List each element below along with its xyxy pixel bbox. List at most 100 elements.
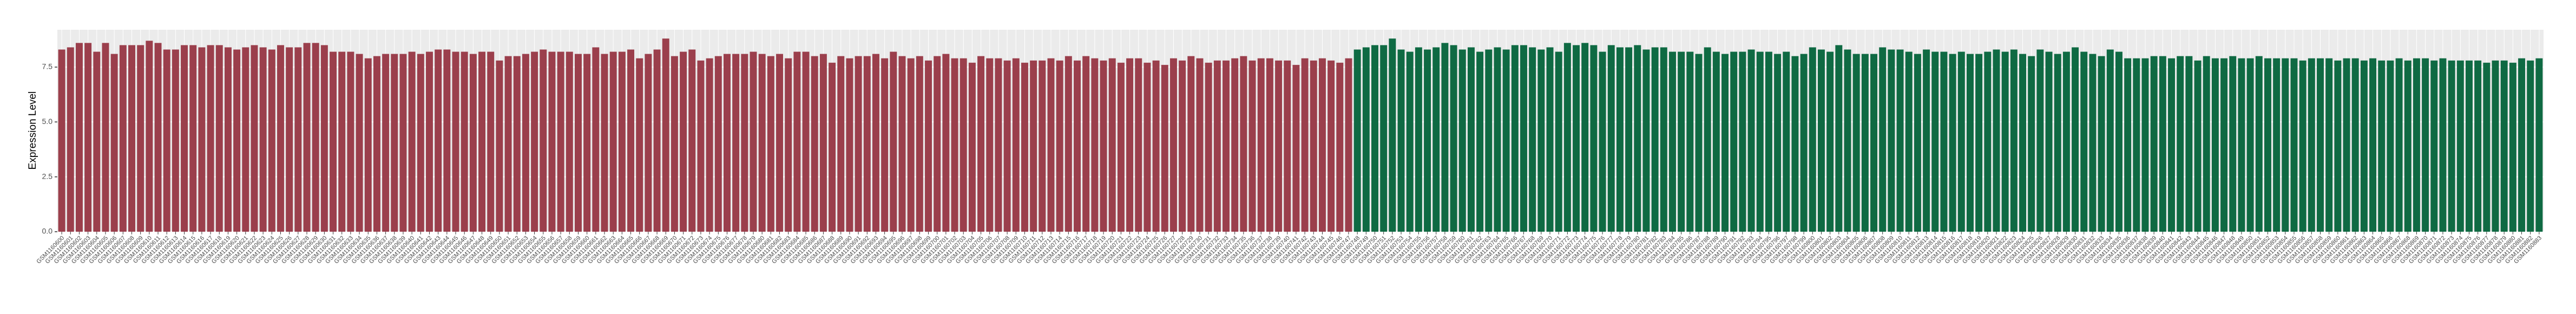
bar bbox=[1774, 54, 1782, 232]
bar bbox=[583, 54, 591, 232]
bar bbox=[977, 56, 985, 232]
bar bbox=[829, 62, 836, 232]
bar bbox=[2430, 60, 2438, 232]
bar bbox=[960, 58, 967, 232]
bar bbox=[1301, 58, 1309, 232]
bar bbox=[1809, 47, 1816, 232]
bar bbox=[1765, 51, 1772, 232]
bar bbox=[137, 45, 144, 232]
bar bbox=[1196, 58, 1204, 232]
bar bbox=[1441, 43, 1449, 232]
bar bbox=[2220, 58, 2228, 232]
bar bbox=[548, 51, 556, 232]
bar bbox=[294, 47, 302, 232]
bar bbox=[1800, 54, 1808, 232]
bar bbox=[1257, 58, 1265, 232]
bar bbox=[119, 45, 127, 232]
bar bbox=[732, 54, 740, 232]
bar bbox=[1818, 49, 1825, 232]
bar bbox=[364, 58, 372, 232]
bar bbox=[399, 54, 407, 232]
bar bbox=[1179, 60, 1186, 232]
bar bbox=[1362, 47, 1370, 232]
bar bbox=[1432, 47, 1440, 232]
bar bbox=[1712, 51, 1720, 232]
bar bbox=[102, 43, 109, 232]
bar bbox=[2325, 58, 2333, 232]
bar bbox=[2439, 58, 2447, 232]
bar bbox=[58, 49, 65, 232]
bar bbox=[2492, 60, 2499, 232]
bar bbox=[2019, 54, 2026, 232]
bar bbox=[2045, 51, 2053, 232]
bar bbox=[758, 54, 766, 232]
bar bbox=[1336, 62, 1344, 232]
bar bbox=[1651, 47, 1659, 232]
bar bbox=[1826, 51, 1834, 232]
bar bbox=[1966, 54, 1974, 232]
y-tick-label: 0.0 bbox=[42, 227, 53, 236]
bar bbox=[2229, 56, 2237, 232]
bar bbox=[417, 54, 424, 232]
bar bbox=[592, 47, 600, 232]
bar bbox=[1494, 47, 1501, 232]
bar bbox=[1984, 51, 1992, 232]
bar bbox=[1003, 60, 1011, 232]
bar bbox=[2124, 58, 2132, 232]
bar bbox=[154, 43, 162, 232]
bar bbox=[1108, 58, 1116, 232]
bar bbox=[1284, 60, 1291, 232]
bar bbox=[723, 54, 731, 232]
bar bbox=[916, 56, 923, 232]
bar bbox=[934, 56, 941, 232]
y-tick-label: 2.5 bbox=[42, 172, 53, 180]
bar bbox=[2378, 60, 2386, 232]
bar bbox=[706, 58, 713, 232]
bar bbox=[1082, 56, 1090, 232]
bar bbox=[1914, 54, 1921, 232]
bar bbox=[373, 56, 380, 232]
bar bbox=[2290, 58, 2298, 232]
bar bbox=[1144, 62, 1151, 232]
bar bbox=[968, 62, 976, 232]
bar bbox=[1458, 49, 1466, 232]
bar bbox=[513, 56, 521, 232]
bar bbox=[2001, 51, 2009, 232]
bar bbox=[215, 45, 223, 232]
bar bbox=[356, 54, 363, 232]
bar bbox=[680, 51, 687, 232]
bar bbox=[2387, 60, 2394, 232]
bar bbox=[2360, 60, 2368, 232]
bar bbox=[1923, 49, 1930, 232]
bar bbox=[452, 51, 459, 232]
bar bbox=[1616, 47, 1624, 232]
bar bbox=[1783, 51, 1790, 232]
bar bbox=[1870, 54, 1878, 232]
bar bbox=[1905, 51, 1913, 232]
bar bbox=[2527, 60, 2534, 232]
bar bbox=[1529, 47, 1536, 232]
bar bbox=[1371, 45, 1378, 232]
bar bbox=[767, 56, 774, 232]
bar bbox=[566, 51, 573, 232]
bar bbox=[601, 54, 608, 232]
bar bbox=[627, 49, 635, 232]
bar bbox=[2072, 47, 2079, 232]
bar bbox=[1205, 62, 1212, 232]
bar bbox=[1975, 54, 1983, 232]
bar bbox=[1573, 45, 1580, 232]
bar bbox=[2518, 58, 2526, 232]
bar bbox=[1389, 38, 1396, 232]
bar bbox=[2106, 49, 2114, 232]
bar bbox=[347, 51, 354, 232]
bar bbox=[2343, 58, 2350, 232]
bar bbox=[2282, 58, 2289, 232]
bar bbox=[1581, 43, 1589, 232]
bar bbox=[1310, 60, 1317, 232]
bar bbox=[1537, 49, 1545, 232]
bar bbox=[1896, 49, 1904, 232]
bar bbox=[504, 56, 512, 232]
bar bbox=[2185, 56, 2193, 232]
bar bbox=[338, 51, 346, 232]
bar bbox=[1074, 60, 1081, 232]
